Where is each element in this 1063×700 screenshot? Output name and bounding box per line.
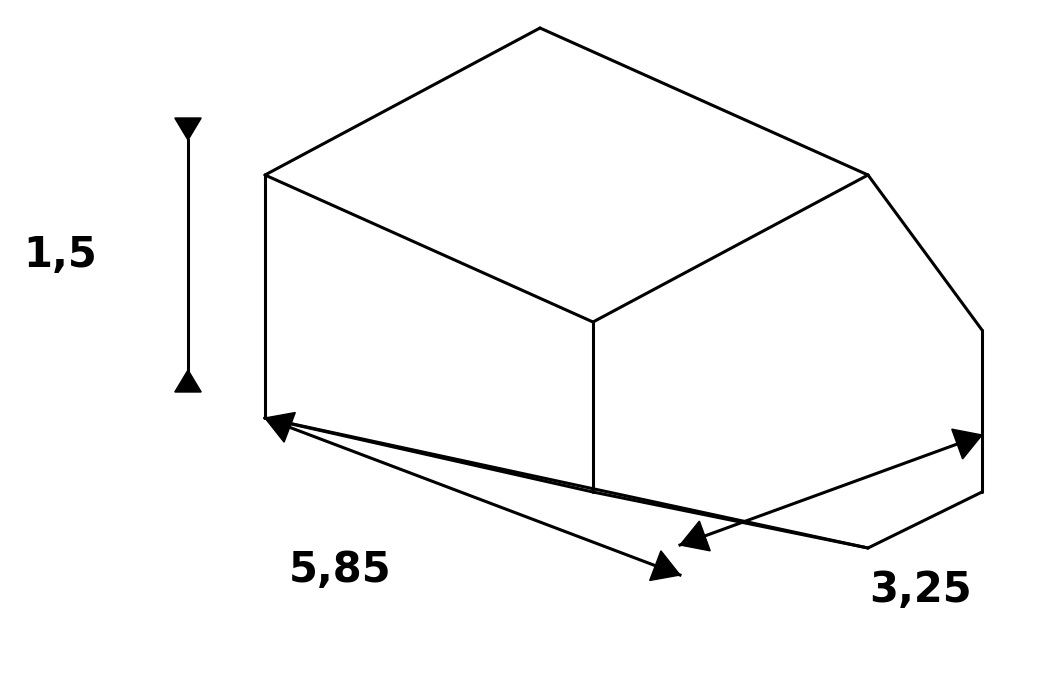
Text: 5,85: 5,85 xyxy=(289,549,391,591)
Polygon shape xyxy=(174,370,201,392)
Polygon shape xyxy=(649,551,680,580)
Polygon shape xyxy=(174,118,201,140)
Polygon shape xyxy=(680,521,710,551)
Text: 1,5: 1,5 xyxy=(23,234,97,276)
Polygon shape xyxy=(265,412,296,442)
Polygon shape xyxy=(951,429,982,459)
Text: 3,25: 3,25 xyxy=(868,569,972,611)
